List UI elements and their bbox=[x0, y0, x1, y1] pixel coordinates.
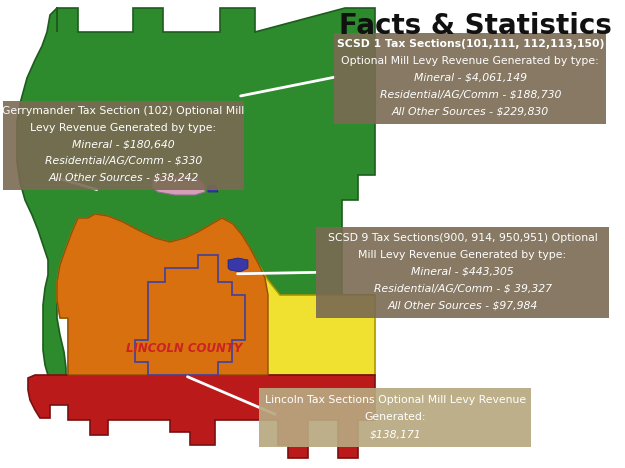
Text: All Other Sources - $229,830: All Other Sources - $229,830 bbox=[392, 106, 549, 117]
Polygon shape bbox=[57, 214, 375, 375]
Polygon shape bbox=[152, 175, 205, 195]
Text: SCSD 1 Tax Sections(101,111, 112,113,150): SCSD 1 Tax Sections(101,111, 112,113,150… bbox=[337, 39, 604, 49]
Text: Mineral - $443,305: Mineral - $443,305 bbox=[411, 267, 514, 277]
Polygon shape bbox=[17, 8, 375, 395]
Polygon shape bbox=[28, 375, 375, 458]
Text: Levy Revenue Generated by type:: Levy Revenue Generated by type: bbox=[31, 123, 216, 133]
Text: Facts & Statistics: Facts & Statistics bbox=[339, 12, 611, 40]
FancyBboxPatch shape bbox=[3, 101, 244, 190]
Polygon shape bbox=[135, 255, 245, 375]
Polygon shape bbox=[57, 214, 268, 375]
Text: Optional Mill Levy Revenue Generated by type:: Optional Mill Levy Revenue Generated by … bbox=[341, 56, 599, 66]
Text: Residential/AG/Comm - $188,730: Residential/AG/Comm - $188,730 bbox=[379, 89, 561, 99]
Polygon shape bbox=[208, 185, 218, 192]
Text: $138,171: $138,171 bbox=[369, 429, 421, 439]
Text: Mineral - $180,640: Mineral - $180,640 bbox=[72, 139, 175, 149]
Text: Lincoln Tax Sections Optional Mill Levy Revenue: Lincoln Tax Sections Optional Mill Levy … bbox=[265, 395, 526, 405]
Text: LINCOLN COUNTY: LINCOLN COUNTY bbox=[126, 342, 242, 355]
Text: Generated:: Generated: bbox=[364, 412, 426, 422]
Polygon shape bbox=[228, 258, 248, 272]
Text: Residential/AG/Comm - $330: Residential/AG/Comm - $330 bbox=[45, 156, 202, 166]
FancyBboxPatch shape bbox=[334, 33, 606, 124]
Text: Gerrymander Tax Section (102) Optional Mill: Gerrymander Tax Section (102) Optional M… bbox=[2, 106, 244, 117]
Text: All Other Sources - $38,242: All Other Sources - $38,242 bbox=[48, 172, 199, 182]
Text: Residential/AG/Comm - $ 39,327: Residential/AG/Comm - $ 39,327 bbox=[374, 284, 551, 293]
Text: SCSD 9 Tax Sections(900, 914, 950,951) Optional: SCSD 9 Tax Sections(900, 914, 950,951) O… bbox=[328, 233, 598, 243]
Text: All Other Sources - $97,984: All Other Sources - $97,984 bbox=[388, 300, 538, 311]
Text: Mill Levy Revenue Generated by type:: Mill Levy Revenue Generated by type: bbox=[359, 250, 567, 260]
FancyBboxPatch shape bbox=[259, 388, 531, 447]
FancyBboxPatch shape bbox=[316, 227, 609, 318]
Text: Mineral - $4,061,149: Mineral - $4,061,149 bbox=[414, 73, 527, 82]
